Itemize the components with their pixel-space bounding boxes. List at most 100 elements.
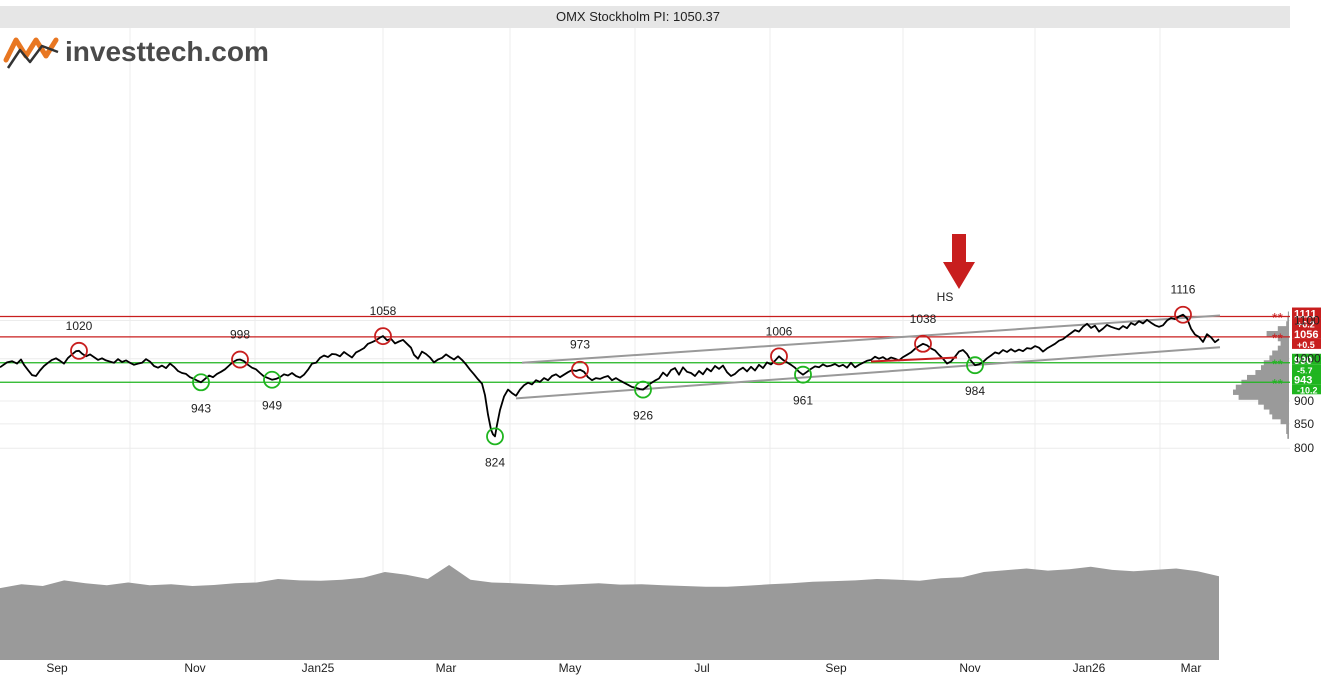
bottom-price-label: 984 bbox=[965, 384, 985, 398]
volume-profile-bar bbox=[1233, 389, 1289, 395]
top-price-label: 973 bbox=[570, 338, 590, 352]
resistance-pct-box bbox=[1292, 338, 1321, 349]
resistance-pct-label: +6.2 bbox=[1297, 320, 1315, 330]
bottom-price-label: 961 bbox=[793, 394, 813, 408]
volume-area bbox=[0, 565, 1219, 660]
channel-lower-line bbox=[515, 346, 1221, 400]
x-tick-label: Jan25 bbox=[302, 661, 335, 675]
volume-profile-bar bbox=[1277, 335, 1289, 342]
volume-profile-bar bbox=[1255, 370, 1289, 376]
support-level-label: 943 bbox=[1294, 374, 1312, 386]
x-tick-label: Sep bbox=[46, 661, 68, 675]
volume-profile-bar bbox=[1269, 409, 1289, 415]
support-label-box bbox=[1292, 353, 1321, 365]
y-tick-label: 850 bbox=[1294, 417, 1314, 431]
channel-upper-line bbox=[521, 314, 1221, 364]
hs-pattern: HS bbox=[870, 234, 975, 363]
top-price-label: 1058 bbox=[370, 304, 397, 318]
axes: Sep Nov Jan25 Mar May Jul Sep Nov Jan26 Mar 800 850… bbox=[46, 314, 1321, 675]
volume-profile-bar bbox=[1286, 428, 1289, 434]
support-label-box bbox=[1292, 373, 1321, 385]
top-marker-circle bbox=[1174, 305, 1192, 324]
resistance-label-box bbox=[1292, 327, 1321, 339]
top-price-label: 1006 bbox=[766, 324, 793, 338]
bottom-price-label: 949 bbox=[262, 399, 282, 413]
support-pct-label: -5.7 bbox=[1297, 366, 1313, 376]
trend-channel bbox=[515, 314, 1221, 400]
top-price-label: 1020 bbox=[66, 319, 93, 333]
top-price-label: 1038 bbox=[910, 312, 937, 326]
top-marker-circle bbox=[571, 360, 589, 379]
grid-layer bbox=[0, 28, 1290, 660]
support-level-label: 990 bbox=[1294, 355, 1312, 367]
y-tick-label: 900 bbox=[1294, 394, 1314, 408]
x-tick-label: Jul bbox=[694, 661, 709, 675]
support-pct-box bbox=[1292, 364, 1321, 375]
volume-profile-bar bbox=[1286, 423, 1289, 430]
hs-neckline bbox=[870, 356, 958, 363]
bottom-marker-circle bbox=[263, 370, 281, 389]
x-tick-label: Nov bbox=[184, 661, 205, 675]
resistance-stars: ** bbox=[1272, 310, 1283, 326]
resistance-pct-label: +0.5 bbox=[1297, 340, 1315, 350]
top-marker-circle bbox=[914, 334, 932, 353]
y-tick-label: 1100 bbox=[1294, 314, 1320, 328]
y-tick-label: 1000 bbox=[1294, 352, 1321, 366]
volume-profile-bar bbox=[1286, 321, 1289, 327]
resistance-level-label: 1056 bbox=[1294, 329, 1318, 341]
bottom-marker-circle bbox=[794, 365, 812, 384]
resistance-stars: ** bbox=[1272, 330, 1283, 346]
resistance-level-label: 1111 bbox=[1294, 309, 1317, 321]
top-marker-circle bbox=[70, 341, 88, 360]
volume-profile-bar bbox=[1258, 399, 1289, 405]
x-tick-label: Mar bbox=[1181, 661, 1202, 675]
bottom-price-label: 824 bbox=[485, 455, 505, 469]
volume-profile-bar bbox=[1277, 345, 1289, 352]
volume-profile-bar bbox=[1277, 326, 1289, 332]
top-marker-circle bbox=[231, 350, 249, 369]
volume-profile-bar bbox=[1272, 350, 1289, 356]
volume-profile-bar bbox=[1287, 316, 1289, 322]
volume-profile-bar bbox=[1238, 394, 1289, 400]
top-marker-circle bbox=[374, 327, 392, 346]
volume-profile-bar bbox=[1247, 374, 1289, 381]
chart-title: OMX Stockholm PI: 1050.37 bbox=[556, 9, 720, 24]
price-line bbox=[0, 313, 1220, 438]
x-tick-label: Jan26 bbox=[1073, 661, 1106, 675]
support-pct-box bbox=[1292, 384, 1321, 395]
support-pct-label: -10.2 bbox=[1297, 385, 1318, 395]
investtech-logo[interactable]: investtech.com bbox=[3, 32, 269, 72]
volume-profile-bar bbox=[1280, 340, 1289, 347]
volume-profile-bar bbox=[1261, 365, 1289, 371]
bottom-marker-circle bbox=[192, 373, 210, 392]
bottom-price-label: 943 bbox=[191, 401, 211, 415]
top-price-label: 998 bbox=[230, 328, 250, 342]
volume-profile-bar bbox=[1269, 355, 1289, 361]
chart-header-bar bbox=[0, 6, 1290, 28]
volume-area-shape bbox=[0, 565, 1219, 660]
x-tick-label: Sep bbox=[825, 661, 847, 675]
bottom-marker-circle bbox=[634, 380, 652, 399]
volume-profile-bar bbox=[1266, 331, 1289, 337]
volume-profile-bar bbox=[1263, 404, 1289, 410]
top-price-label: 1116 bbox=[1171, 283, 1196, 297]
top-marker-circle bbox=[770, 347, 788, 366]
bottom-marker-circle bbox=[966, 356, 984, 375]
y-tick-label: 800 bbox=[1294, 441, 1314, 455]
logo-text: investtech.com bbox=[65, 36, 269, 67]
price-series bbox=[0, 313, 1220, 438]
volume-profile-bar bbox=[1272, 413, 1289, 420]
volume-profile-bar bbox=[1287, 311, 1289, 317]
resistance-label-box bbox=[1292, 307, 1321, 319]
volume-profile-bar bbox=[1280, 418, 1289, 425]
x-tick-label: Nov bbox=[959, 661, 980, 675]
resistance-pct-box bbox=[1292, 318, 1321, 329]
bottom-price-label: 926 bbox=[633, 409, 653, 423]
x-tick-label: May bbox=[559, 661, 582, 675]
support-stars: ** bbox=[1272, 356, 1283, 372]
support-stars: ** bbox=[1272, 375, 1283, 391]
support-resistance-lines: ** 1111+6.2 ** 1056+0.5 ** 990-5.7 ** 943-10.2 bbox=[0, 307, 1321, 395]
x-tick-label: Mar bbox=[436, 661, 457, 675]
